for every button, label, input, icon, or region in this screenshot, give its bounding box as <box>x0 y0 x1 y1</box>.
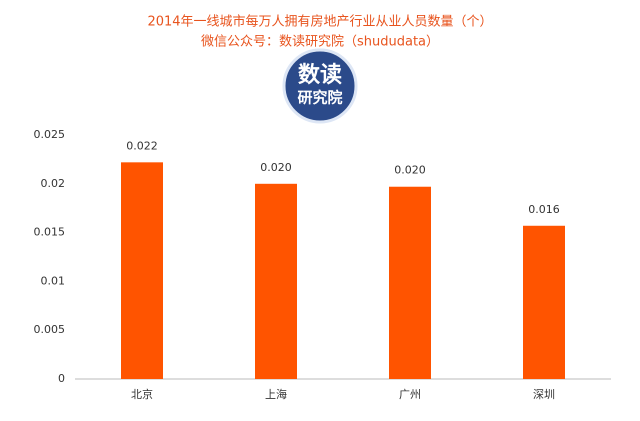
logo: 数读 研究院 <box>282 48 358 124</box>
value-label: 0.020 <box>260 161 292 174</box>
y-tick-label: 0 <box>58 372 65 385</box>
logo-text: 研究院 <box>297 89 342 107</box>
bar <box>121 162 163 379</box>
logo-text: 数读 <box>298 62 342 88</box>
y-tick-label: 0.01 <box>41 274 66 287</box>
logo-circle <box>282 48 358 124</box>
bar <box>255 183 297 379</box>
y-tick-label: 0.005 <box>34 323 66 336</box>
value-label: 0.022 <box>126 139 158 152</box>
bar <box>389 186 431 379</box>
bar <box>523 225 565 379</box>
value-label: 0.020 <box>394 164 426 177</box>
chart-title: 2014年一线城市每万人拥有房地产行业从业人员数量（个） <box>147 14 492 30</box>
y-tick-label: 0.015 <box>34 226 66 239</box>
y-tick-label: 0.02 <box>41 177 66 190</box>
x-tick-label: 深圳 <box>533 388 555 401</box>
chart-subtitle: 微信公众号：数读研究院（shududata） <box>201 35 439 50</box>
y-tick-label: 0.025 <box>34 128 66 141</box>
x-tick-label: 广州 <box>399 388 421 401</box>
value-label: 0.016 <box>528 203 560 216</box>
x-tick-label: 上海 <box>265 387 287 401</box>
x-tick-label: 北京 <box>131 387 153 401</box>
